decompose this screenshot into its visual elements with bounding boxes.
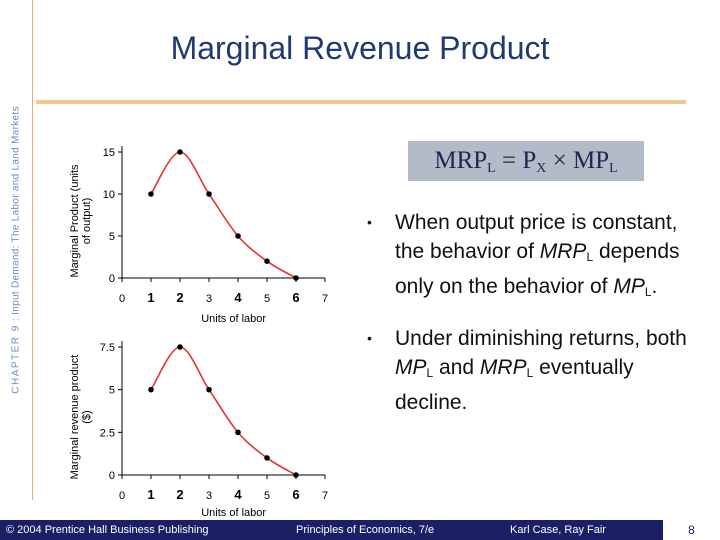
x-axis-label: Units of labor xyxy=(201,313,266,325)
bullet-2-mp: MP xyxy=(395,356,427,379)
x-tick-label: 1 xyxy=(147,487,154,502)
y-axis-label: Marginal Product (units xyxy=(69,164,81,278)
x-tick-label: 7 xyxy=(322,293,328,305)
sidebar-divider xyxy=(32,0,33,500)
marginal-product-chart: 0 5 10 15 0 1 2 3 4 5 6 7 Units of labor Marginal Pro… xyxy=(69,146,328,325)
footer-book-title: Principles of Economics, 7/e xyxy=(296,524,435,536)
data-point xyxy=(235,233,241,239)
chapter-sidebar: CHAPTER 9 : Input Demand: The Labor and … xyxy=(0,0,32,500)
bullet-dot-icon: • xyxy=(367,330,372,346)
x-tick-label: 4 xyxy=(234,487,242,502)
bullet-2-text-a: Under diminishing returns, both xyxy=(395,327,687,350)
bullet-1-sub-a: L xyxy=(586,250,594,264)
x-tick-label: 3 xyxy=(206,293,212,305)
x-tick-label: 4 xyxy=(234,290,242,305)
bullet-item-1: • When output price is constant, the beha… xyxy=(365,208,695,307)
x-tick-label: 0 xyxy=(119,293,125,305)
bullet-1-text-a: When output price is constant, the behav… xyxy=(395,211,678,263)
y-axis-label: of output) xyxy=(81,198,93,244)
formula-equals-px: = P xyxy=(495,147,537,174)
x-tick-label: 7 xyxy=(322,490,328,502)
bullet-2-mrp: MRP xyxy=(479,356,527,379)
y-axis-label: ($) xyxy=(81,410,93,423)
footer-authors: Karl Case, Ray Fair xyxy=(510,524,606,536)
bullet-2-sub-a: L xyxy=(426,366,434,380)
y-tick-label: 10 xyxy=(103,189,115,201)
formula-times-mp: × MP xyxy=(546,147,610,174)
y-tick-label: 7.5 xyxy=(100,342,115,354)
bullet-2-text-c: eventually decline. xyxy=(395,356,634,414)
x-axis-label: Units of labor xyxy=(201,507,266,519)
bullet-1-text-c: . xyxy=(651,275,658,298)
data-point xyxy=(235,429,241,436)
formula-sub-l: L xyxy=(487,161,496,176)
mrp-formula: MRPL = PX × MPL xyxy=(408,141,644,181)
bullet-2-text-b: and xyxy=(433,356,480,379)
page-number: 8 xyxy=(663,520,720,540)
y-tick-label: 5 xyxy=(109,231,115,243)
formula-sub-l2: L xyxy=(609,161,618,176)
title-rule xyxy=(36,100,686,104)
data-point xyxy=(177,344,183,350)
formula-mrp: MRP xyxy=(434,147,488,174)
bullet-dot-icon: • xyxy=(367,214,372,230)
data-point xyxy=(206,386,212,393)
y-tick-label: 2.5 xyxy=(100,427,115,439)
marginal-revenue-product-chart: 0 2.5 5 7.5 0 1 2 3 4 5 6 7 Units of labor Marginal r… xyxy=(69,341,328,519)
bullet-1-mrp: MRP xyxy=(539,240,587,263)
bullet-item-2: • Under diminishing returns, both MPL and… xyxy=(365,324,695,417)
y-tick-label: 5 xyxy=(109,385,115,397)
data-point xyxy=(293,275,299,281)
x-tick-label: 3 xyxy=(206,490,212,502)
footer-bar: © 2004 Prentice Hall Business Publishing… xyxy=(0,520,720,540)
x-tick-label: 1 xyxy=(147,290,154,305)
series-line xyxy=(150,346,297,476)
data-point xyxy=(206,191,212,197)
x-tick-label: 6 xyxy=(292,290,299,305)
x-tick-label: 6 xyxy=(292,487,299,502)
chapter-sidebar-text: CHAPTER 9 : Input Demand: The Labor and … xyxy=(11,106,22,394)
y-axis-label: Marginal revenue product xyxy=(69,355,81,480)
bullet-1-text-b: depends only on the behavior of xyxy=(395,240,680,298)
footer-copyright: © 2004 Prentice Hall Business Publishing xyxy=(6,524,209,536)
x-tick-label: 2 xyxy=(176,290,183,305)
y-tick-label: 0 xyxy=(109,470,115,482)
slide-title: Marginal Revenue Product xyxy=(170,30,550,66)
y-tick-label: 0 xyxy=(109,273,115,285)
y-tick-label: 15 xyxy=(103,147,115,159)
chapter-subtitle: Input Demand: The Labor and Land Markets xyxy=(10,106,22,315)
data-point xyxy=(264,258,270,264)
data-point xyxy=(293,472,299,478)
series-line xyxy=(150,151,297,279)
data-point xyxy=(148,191,154,197)
x-tick-label: 5 xyxy=(264,490,270,502)
x-tick-label: 0 xyxy=(119,490,125,502)
data-point xyxy=(148,386,154,393)
bullet-list: • When output price is constant, the beha… xyxy=(365,208,695,434)
bullet-2-sub-b: L xyxy=(526,366,534,380)
bullet-1-sub-b: L xyxy=(644,285,652,299)
data-point xyxy=(177,149,183,155)
chapter-separator: : xyxy=(10,314,22,322)
x-tick-label: 2 xyxy=(176,487,183,502)
x-tick-label: 5 xyxy=(264,293,270,305)
formula-sub-x: X xyxy=(536,161,547,176)
chapter-label: CHAPTER 9 xyxy=(10,324,22,394)
data-point xyxy=(264,455,270,461)
bullet-1-mp: MP xyxy=(613,275,645,298)
